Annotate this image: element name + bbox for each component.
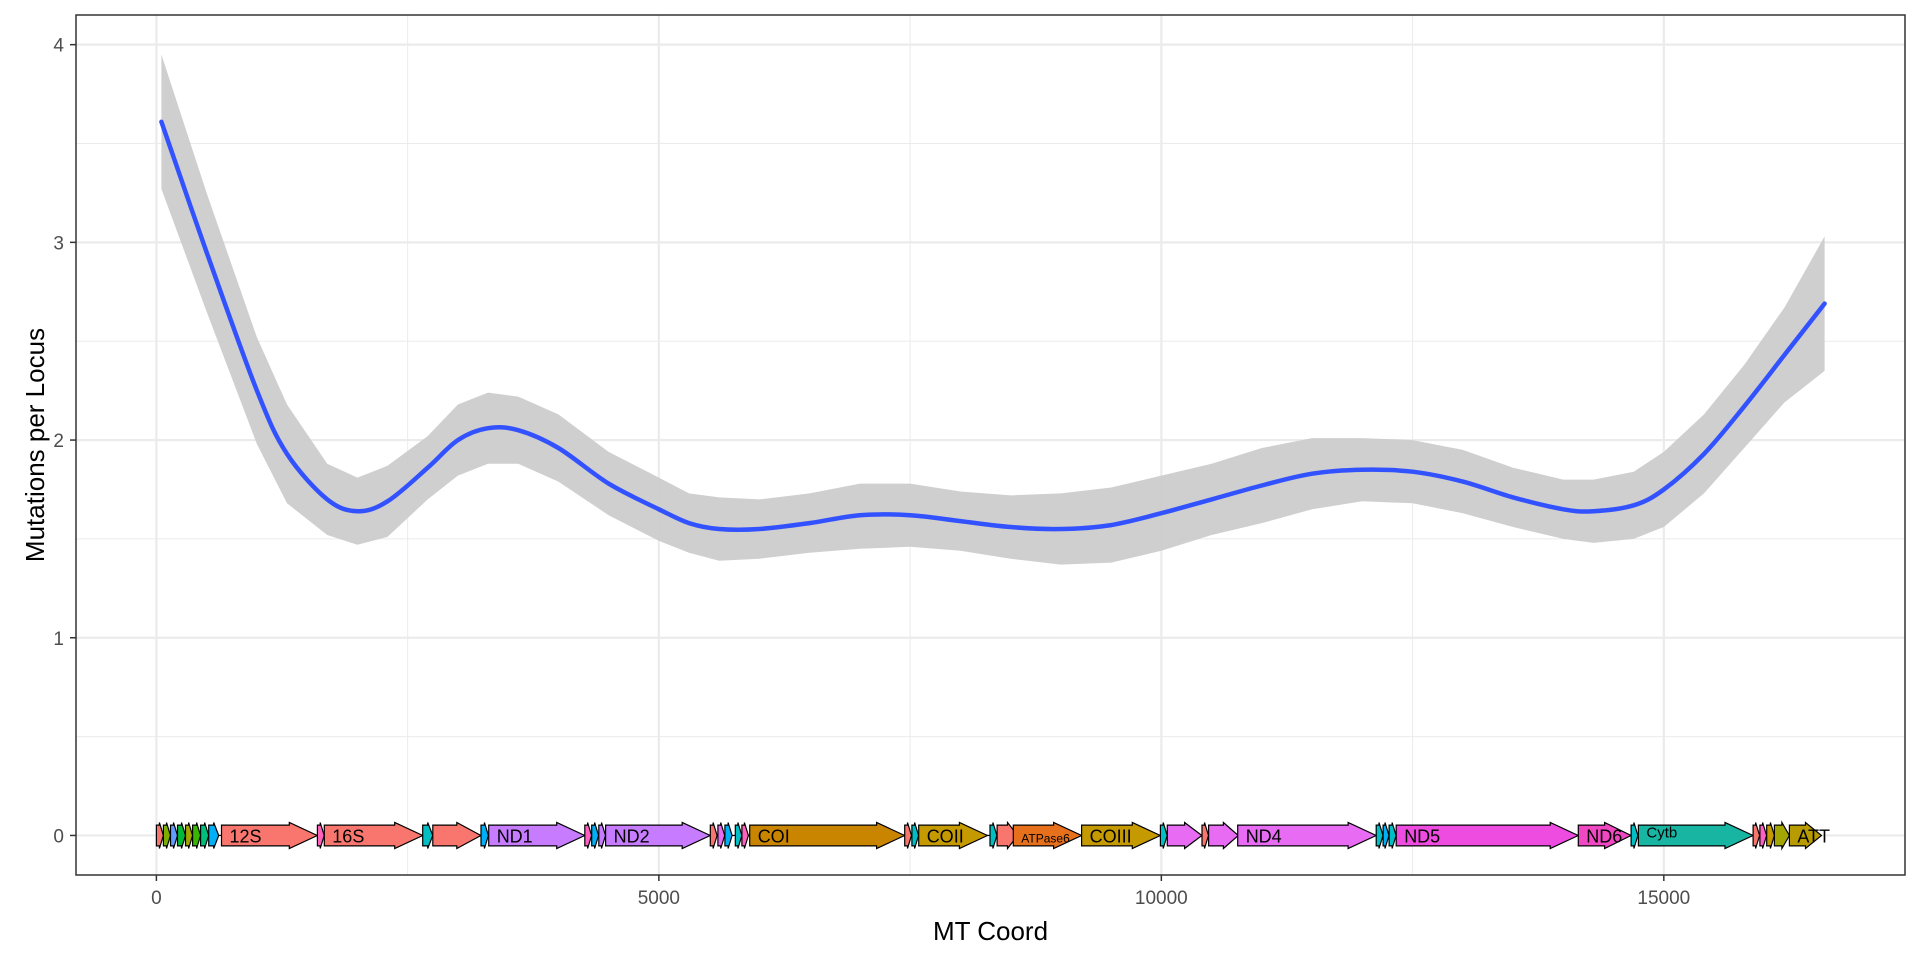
gene-arrow-2 [169, 822, 179, 849]
gene-arrow-22 [734, 822, 743, 849]
gene-label-nd2: ND2 [614, 827, 650, 847]
gene-arrow-33 [1166, 821, 1203, 850]
gene-label-coi: COI [758, 827, 790, 847]
y-tick-label: 2 [53, 431, 64, 452]
smooth-line-layer [159, 119, 1827, 532]
grid-major [76, 15, 1905, 875]
gene-arrow-46 [1766, 822, 1776, 849]
x-tick-label: 15000 [1637, 888, 1690, 909]
gene-arrow-20 [717, 822, 726, 849]
gene-arrow-34 [1201, 822, 1210, 849]
gene-arrow-25 [904, 822, 913, 849]
y-axis-title: Mutations per Locus [20, 328, 50, 562]
gene-arrow-coiii [1080, 821, 1162, 850]
gene-track: 12S 16S ND1 ND2 COI COII ATPase6 COIII ND4 ND5 ND6… [155, 820, 1830, 851]
gene-label-att: ATT [1797, 827, 1830, 847]
gene-arrow-23 [741, 822, 750, 849]
confidence-ribbon-layer [161, 54, 1825, 565]
confidence-ribbon [161, 54, 1825, 565]
gene-arrow-cytb [1637, 821, 1755, 850]
gene-label-12s: 12S [230, 827, 262, 847]
y-axis-ticks: 0 1 2 3 4 [53, 36, 76, 847]
gene-arrow-29 [996, 820, 1019, 851]
x-axis-title: MT Coord [933, 916, 1048, 946]
gene-arrow-11 [422, 822, 434, 849]
gene-arrow-28 [989, 822, 998, 849]
gene-arrow-38 [1382, 822, 1390, 849]
gene-arrow-7 [208, 822, 220, 849]
gene-label-16s: 16S [332, 827, 364, 847]
y-tick-label: 4 [53, 36, 64, 57]
gene-arrow-44 [1752, 822, 1761, 849]
y-tick-label: 3 [53, 233, 64, 254]
gene-arrow-nd6 [1577, 821, 1633, 850]
gene-arrow-16s [323, 821, 425, 850]
gene-arrow-atpase6 [1012, 821, 1084, 850]
gene-arrow-32 [1159, 822, 1168, 849]
gene-arrow-coii [918, 821, 989, 850]
gene-arrow-12s [220, 821, 319, 850]
gene-arrow-3 [176, 822, 187, 849]
gene-arrow-37 [1375, 822, 1384, 849]
gene-label-nd4: ND4 [1246, 827, 1282, 847]
y-tick-label: 1 [53, 629, 64, 650]
x-tick-label: 0 [151, 888, 162, 909]
gene-arrow-21 [724, 822, 733, 849]
gene-label-atpase6: ATPase6 [1021, 832, 1070, 846]
gene-arrow-45 [1759, 822, 1768, 849]
gene-arrow-47 [1773, 820, 1791, 851]
gene-arrow-nd5 [1395, 821, 1580, 850]
gene-arrow-nd2 [604, 821, 712, 850]
gene-arrow-0 [155, 822, 165, 849]
gene-arrow-42 [1630, 822, 1639, 849]
gene-arrow-13 [480, 822, 490, 849]
gene-arrow-12 [432, 821, 483, 850]
gene-arrow-39 [1388, 822, 1397, 849]
gene-label-coii: COII [927, 827, 964, 847]
gene-arrow-att [1788, 821, 1823, 850]
x-axis-ticks: 0 5000 10000 15000 [151, 875, 1690, 909]
gene-arrow-coi [749, 821, 907, 850]
gene-arrow-19 [709, 822, 718, 849]
gene-arrow-nd4 [1237, 821, 1378, 850]
gene-label-nd6: ND6 [1586, 827, 1622, 847]
gene-arrow-15 [584, 822, 593, 849]
gene-arrow-9 [316, 822, 325, 849]
gene-arrow-1 [162, 822, 172, 849]
gene-arrow-nd1 [488, 821, 587, 850]
x-tick-label: 5000 [638, 888, 680, 909]
x-tick-label: 10000 [1135, 888, 1188, 909]
gene-arrow-5 [192, 822, 202, 849]
gene-label-nd1: ND1 [497, 827, 533, 847]
gene-arrow-4 [184, 822, 194, 849]
gene-arrow-6 [200, 822, 210, 849]
smooth-line [159, 119, 1827, 532]
gene-arrow-26 [911, 822, 920, 849]
panel-border [75, 14, 1906, 876]
gene-arrow-35 [1207, 821, 1240, 850]
gene-arrow-17 [598, 822, 607, 849]
y-tick-label: 0 [53, 826, 64, 847]
gene-label-cytb: Cytb [1646, 825, 1677, 842]
gene-label-coiii: COIII [1090, 827, 1132, 847]
gene-arrow-16 [591, 822, 600, 849]
gene-label-nd5: ND5 [1404, 827, 1440, 847]
